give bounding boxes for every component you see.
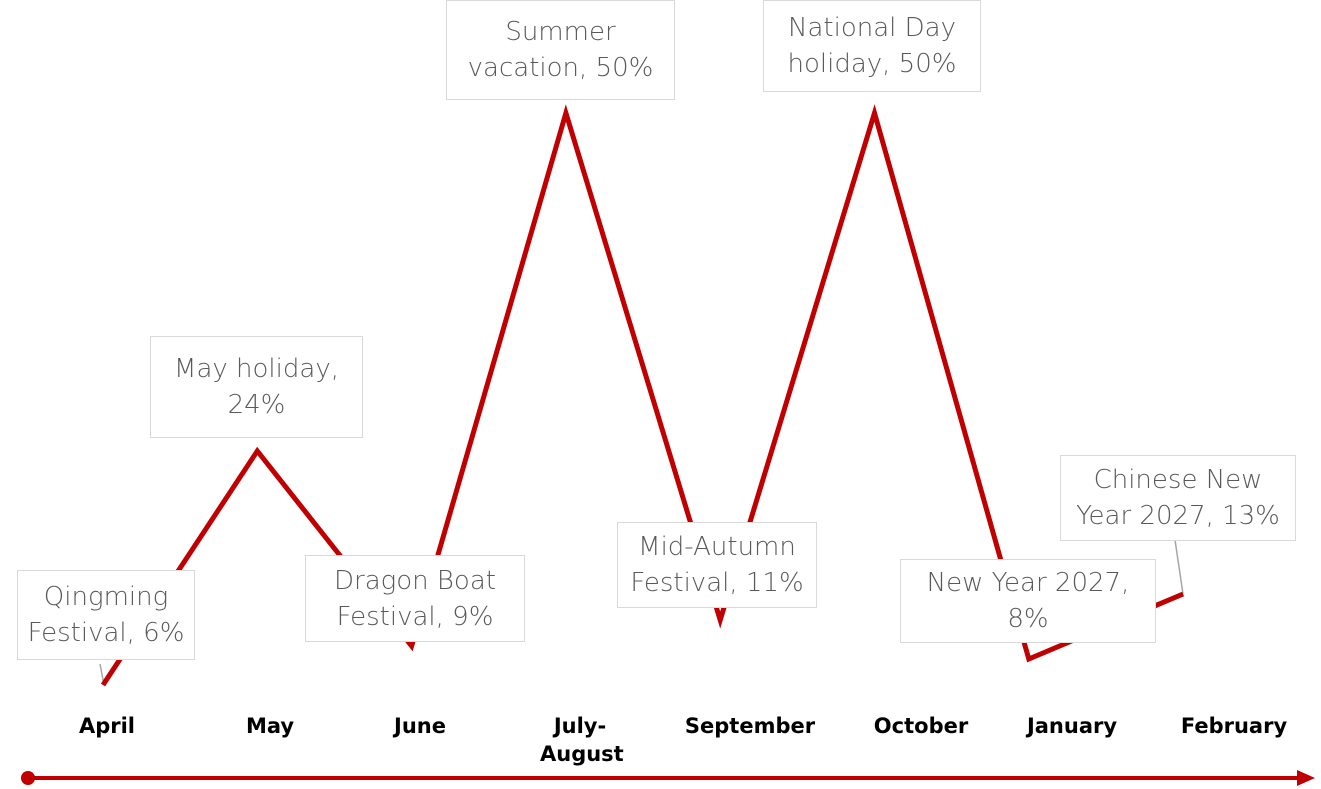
- timeline-start: [21, 771, 35, 785]
- timeline-arrow: [1297, 770, 1315, 786]
- x-tick-label: June: [394, 714, 446, 738]
- x-tick-label: January: [1026, 714, 1118, 738]
- x-tick-label: May: [245, 714, 295, 738]
- data-label: Dragon Boat Festival, 9%: [305, 555, 525, 642]
- x-tick-label: April: [78, 714, 136, 738]
- data-label: Qingming Festival, 6%: [17, 570, 195, 660]
- data-label: May holiday, 24%: [150, 336, 363, 438]
- data-label: National Day holiday, 50%: [763, 0, 981, 92]
- x-tick-label: October: [873, 714, 969, 738]
- data-label: Mid-Autumn Festival, 11%: [617, 522, 817, 608]
- x-tick-label: September: [684, 714, 816, 738]
- x-tick-label: February: [1180, 714, 1288, 738]
- data-label: Chinese New Year 2027, 13%: [1060, 455, 1296, 541]
- leader-line: [1174, 539, 1184, 595]
- data-label: Summer vacation, 50%: [446, 0, 675, 100]
- data-label: New Year 2027, 8%: [900, 559, 1156, 643]
- x-tick-label: July-August: [540, 714, 624, 766]
